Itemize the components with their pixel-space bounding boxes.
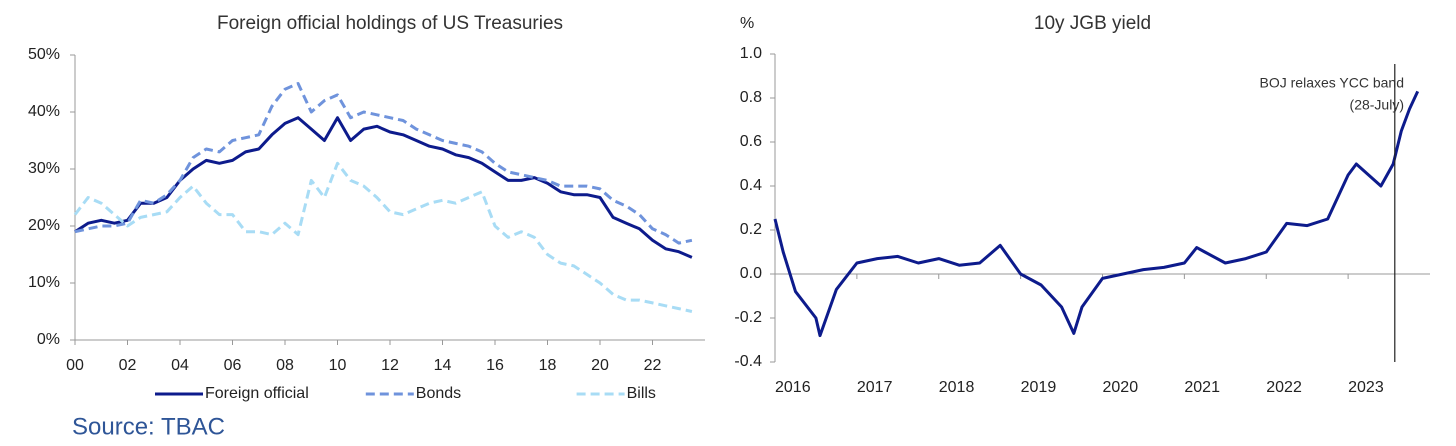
y-axis-label: % [740,15,754,32]
x-tick-label: 16 [486,357,504,374]
series-line [74,116,693,259]
x-tick-label: 20 [591,357,609,374]
legend-label: Bonds [416,385,461,402]
x-tick-label: 2021 [1184,379,1220,396]
x-tick-label: 22 [644,357,662,374]
y-tick-label: 0% [37,331,60,348]
y-tick-label: 0.6 [740,133,762,150]
x-tick-label: 2023 [1348,379,1384,396]
annotation: BOJ relaxes YCC band [1260,75,1404,91]
x-tick-label: 14 [434,357,452,374]
x-tick-label: 2017 [857,379,893,396]
y-tick-label: 1.0 [740,45,762,62]
y-tick-label: 0.4 [740,177,762,194]
series-line [74,82,693,245]
x-tick-label: 04 [171,357,189,374]
y-tick-label: 20% [28,217,60,234]
legend-label: Bills [627,385,656,402]
y-tick-label: -0.4 [734,353,762,370]
series-line [773,90,1420,338]
x-tick-label: 2016 [775,379,811,396]
y-tick-label: -0.2 [734,309,762,326]
chart-title: Foreign official holdings of US Treasuri… [217,13,563,34]
y-tick-label: 50% [28,46,60,63]
y-tick-label: 30% [28,160,60,177]
y-tick-label: 0.2 [740,221,762,238]
x-tick-label: 06 [224,357,242,374]
annotation: (28-July) [1350,97,1404,113]
x-tick-label: 2019 [1021,379,1057,396]
chart-title: 10y JGB yield [1034,13,1151,34]
x-tick-label: 2018 [939,379,975,396]
x-tick-label: 12 [381,357,399,374]
y-tick-label: 0.8 [740,89,762,106]
y-tick-label: 40% [28,103,60,120]
x-tick-label: 18 [539,357,557,374]
legend-label: Foreign official [205,385,309,402]
x-tick-label: 10 [329,357,347,374]
x-tick-label: 08 [276,357,294,374]
series-line [73,161,693,313]
x-tick-label: 2020 [1103,379,1139,396]
y-tick-label: 10% [28,274,60,291]
x-tick-label: 00 [66,357,84,374]
x-tick-label: 2022 [1266,379,1302,396]
y-tick-label: 0.0 [740,265,762,282]
x-tick-label: 02 [119,357,137,374]
source: Source: TBAC [72,413,225,440]
